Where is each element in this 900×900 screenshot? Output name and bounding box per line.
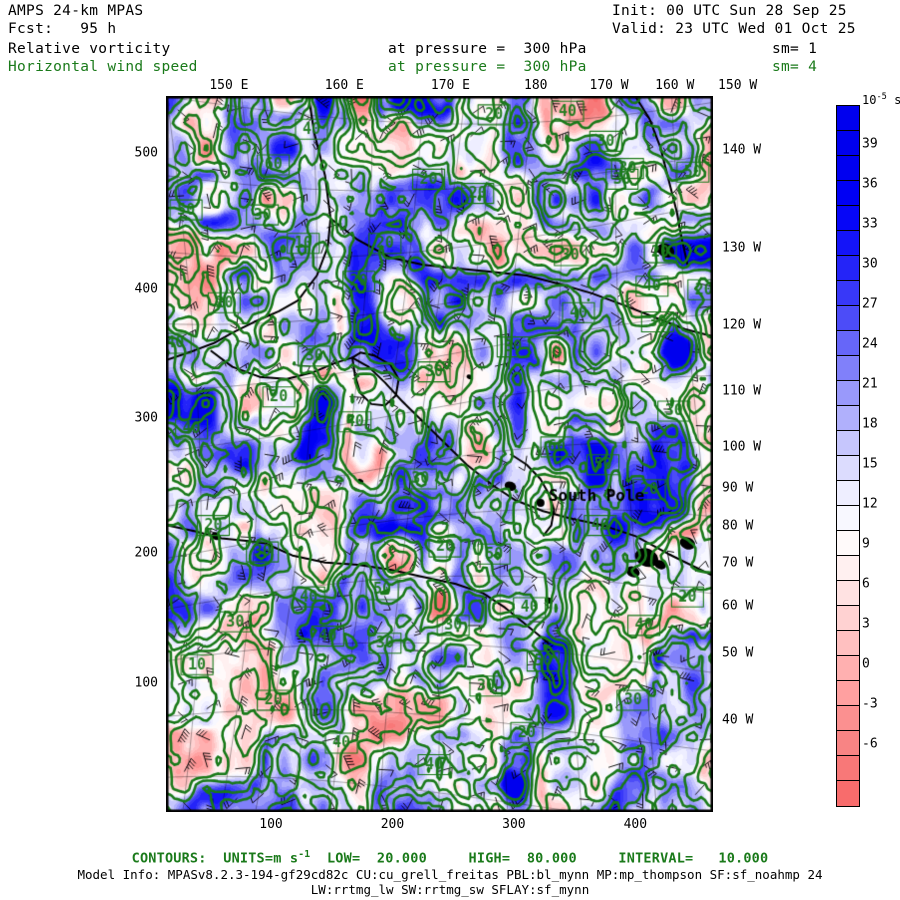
colorbar-cell [837,331,859,356]
field2-level: at pressure = 300 hPa [388,59,587,75]
tick-right-4: 100 W [722,439,762,455]
colorbar-cell [837,581,859,606]
colorbar-label-21: 21 [862,376,878,392]
colorbar-label-18: 18 [862,416,878,432]
colorbar-cell [837,181,859,206]
tick-left-1: 400 [134,281,158,297]
tick-top-4: 170 W [589,78,629,93]
colorbar-cell [837,731,859,756]
colorbar-label-0: 0 [862,656,870,672]
tick-left-0: 500 [134,145,158,161]
tick-right-1: 130 W [722,240,762,256]
colorbar-label-9: 9 [862,536,870,552]
colorbar-label-3: 3 [862,616,870,632]
colorbar-cell [837,231,859,256]
colorbar-cell [837,781,859,806]
tick-left-2: 300 [134,410,158,426]
tick-top-1: 160 E [324,78,364,93]
valid-time: Valid: 23 UTC Wed 01 Oct 25 [612,21,856,37]
tick-right-5: 90 W [722,480,754,496]
tick-top-2: 170 E [430,78,471,93]
map-canvas[interactable] [167,97,712,811]
colorbar-cell [837,356,859,381]
colorbar-label-27: 27 [862,296,878,312]
field1-smoothing: sm= 1 [772,41,818,57]
colorbar-cell [837,506,859,531]
tick-right-10: 40 W [722,712,754,728]
colorbar-cell [837,756,859,781]
colorbar-cell [837,256,859,281]
colorbar-cell [837,106,859,131]
colorbar-label--3: -3 [862,696,878,712]
tick-top-0: 150 E [209,78,249,93]
tick-right-3: 110 W [722,383,762,399]
field2-name: Horizontal wind speed [8,59,198,75]
map-plot-area[interactable] [166,96,713,812]
tick-left-4: 100 [134,675,158,691]
tick-left-3: 200 [134,545,158,561]
tick-top-5: 160 W [655,78,695,93]
colorbar-label-6: 6 [862,576,870,592]
tick-right-2: 120 W [722,317,762,333]
colorbar-label--6: -6 [862,736,878,752]
tick-right-8: 60 W [722,598,754,614]
tick-right-0: 140 W [722,142,762,158]
tick-right-7: 70 W [722,555,754,571]
contour-info: CONTOURS: UNITS=m s-1 LOW= 20.000 HIGH= … [131,849,769,867]
colorbar[interactable] [836,105,860,807]
tick-right-6: 80 W [722,518,754,534]
colorbar-cell [837,681,859,706]
colorbar-cell [837,706,859,731]
colorbar-cell [837,431,859,456]
tick-top-3: 180 [524,78,548,93]
colorbar-label-33: 33 [862,216,878,232]
colorbar-units-label: 10-5 s-1 [862,92,900,107]
model-info-line1: Model Info: MPASv8.2.3-194-gf29cd82c CU:… [77,867,823,882]
tick-bottom-1: 200 [380,817,405,832]
colorbar-cell [837,281,859,306]
forecast-hour: Fcst: 95 h [8,21,117,37]
colorbar-cell [837,406,859,431]
field1-level: at pressure = 300 hPa [388,41,587,57]
tick-bottom-0: 100 [259,817,283,832]
colorbar-cell [837,156,859,181]
tick-top-6: 150 W [718,78,758,93]
colorbar-cell [837,306,859,331]
tick-bottom-3: 400 [623,817,648,832]
colorbar-cell [837,556,859,581]
field1-name: Relative vorticity [8,41,171,57]
colorbar-cell [837,456,859,481]
colorbar-cell [837,206,859,231]
init-time: Init: 00 UTC Sun 28 Sep 25 [612,3,847,19]
colorbar-cell [837,531,859,556]
model-title: AMPS 24-km MPAS [8,3,144,19]
colorbar-cell [837,631,859,656]
colorbar-label-15: 15 [862,456,878,472]
colorbar-cell [837,481,859,506]
colorbar-label-36: 36 [862,176,878,192]
colorbar-label-12: 12 [862,496,878,512]
colorbar-cell [837,656,859,681]
field2-smoothing: sm= 4 [772,59,818,75]
tick-right-9: 50 W [722,645,754,661]
colorbar-cell [837,381,859,406]
colorbar-cell [837,131,859,156]
colorbar-label-24: 24 [862,336,878,352]
colorbar-cell [837,606,859,631]
colorbar-label-39: 39 [862,136,878,152]
tick-bottom-2: 300 [502,817,526,832]
colorbar-label-30: 30 [862,256,878,272]
model-info-line2: LW:rrtmg_lw SW:rrtmg_sw SFLAY:sf_mynn [310,882,590,897]
